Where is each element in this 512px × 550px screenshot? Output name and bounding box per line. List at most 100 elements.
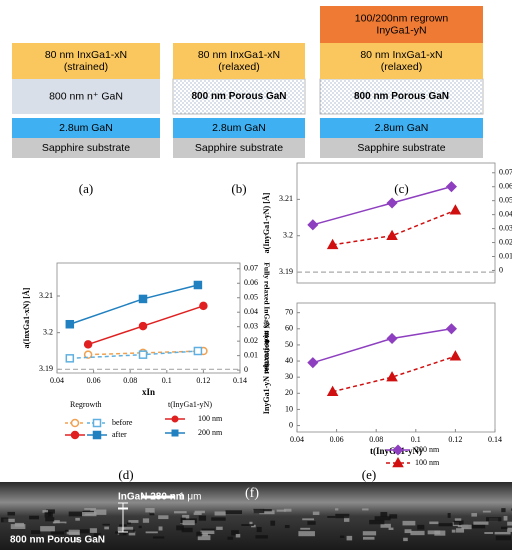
pore	[193, 512, 202, 515]
pore	[300, 527, 311, 530]
y2-tick-label: 0.04	[244, 307, 258, 316]
pore	[410, 530, 425, 536]
pore	[402, 520, 416, 526]
layer	[12, 138, 160, 158]
pore	[216, 526, 223, 530]
pore	[42, 510, 49, 513]
pore	[198, 515, 207, 521]
pore	[128, 531, 136, 536]
pore	[507, 521, 512, 526]
pore	[126, 522, 131, 525]
pore	[389, 514, 398, 519]
x-tick-label: 0.1	[162, 376, 172, 385]
layer-label: 800 nm n⁺ GaN	[49, 90, 123, 102]
pore	[52, 521, 67, 524]
y-axis-label: a(InxGa1-xN) [Å]	[22, 287, 31, 348]
pore	[145, 508, 155, 513]
pore	[438, 523, 453, 527]
pore	[145, 531, 158, 534]
marker	[386, 197, 398, 209]
marker	[326, 238, 339, 250]
pore	[202, 532, 208, 536]
pore	[50, 531, 67, 535]
pore	[507, 527, 512, 532]
x-tick-label: 0.14	[233, 376, 247, 385]
layer-label: 80 nm InxGa1-xN	[198, 49, 280, 61]
pore	[307, 521, 316, 525]
y-tick-label: 40	[285, 356, 293, 365]
y-tick-label: 3.2	[43, 327, 53, 336]
pore	[182, 520, 195, 526]
pore	[500, 526, 508, 530]
pore	[270, 520, 276, 526]
layer-label: 2.8um GaN	[212, 122, 266, 134]
x-axis-label: xIn	[142, 387, 155, 397]
panel-label: (b)	[231, 181, 246, 196]
layer	[12, 118, 160, 138]
pore	[457, 525, 462, 528]
y2-tick-label: 0.02	[244, 336, 258, 345]
pore	[0, 517, 9, 523]
pore	[45, 517, 55, 522]
pore	[362, 531, 377, 536]
pore	[201, 528, 215, 532]
panel-label: (d)	[118, 467, 133, 482]
y-tick-label: 3.21	[279, 194, 293, 203]
y2-tick-label: 0.01	[244, 350, 258, 359]
y-tick-label: 20	[285, 388, 293, 397]
pore	[256, 526, 262, 533]
pore	[93, 533, 101, 538]
layer-label: (relaxed)	[218, 61, 259, 73]
pore	[380, 511, 388, 517]
y-tick-label: 30	[285, 372, 293, 381]
pore	[312, 511, 320, 515]
marker	[83, 340, 93, 349]
pore	[362, 536, 375, 540]
pore	[461, 524, 472, 530]
pore	[29, 515, 40, 520]
pore	[503, 515, 508, 521]
pore	[227, 536, 234, 540]
pore	[427, 530, 441, 535]
y-tick-label: 3.2	[283, 231, 293, 240]
layer	[12, 43, 160, 79]
layer-label: (strained)	[64, 61, 108, 73]
y-tick-label: 0	[289, 420, 293, 429]
pore	[283, 508, 292, 512]
pore	[263, 509, 272, 512]
pore	[388, 527, 394, 530]
layer	[173, 118, 305, 138]
marker	[386, 371, 398, 382]
layer	[12, 79, 160, 114]
marker	[326, 385, 339, 396]
pore	[284, 525, 290, 529]
marker	[193, 346, 203, 356]
layer-label: 800 nm Porous GaN	[191, 91, 286, 102]
pore	[158, 526, 163, 531]
pore	[453, 520, 464, 525]
y2-tick-label: 0.03	[244, 322, 258, 331]
marker	[138, 350, 148, 359]
layer	[320, 6, 483, 43]
pore	[343, 516, 350, 522]
marker	[65, 319, 75, 329]
y2-tick-label: 0.07	[244, 264, 258, 273]
legend-entry: 100 nm	[415, 458, 440, 467]
legend-title: t(InyGa1-yN)	[168, 400, 212, 409]
marker	[193, 280, 203, 290]
pore	[196, 531, 202, 537]
legend-entry: before	[112, 418, 133, 427]
pore	[251, 524, 256, 528]
pore	[403, 537, 408, 542]
legend-entry: 200 nm	[415, 445, 440, 454]
marker	[138, 294, 148, 304]
y2-tick-label: 0.04	[499, 209, 512, 218]
legend-marker	[171, 415, 179, 423]
y-axis-label: a(InyGa1-yN) [Å]	[262, 192, 271, 253]
layer-label: 80 nm InxGa1-xN	[360, 49, 442, 61]
y-tick-label: 70	[285, 308, 293, 317]
pore	[176, 525, 184, 531]
layer-label: Sapphire substrate	[195, 142, 283, 154]
pore	[74, 537, 79, 542]
pore	[327, 516, 336, 518]
